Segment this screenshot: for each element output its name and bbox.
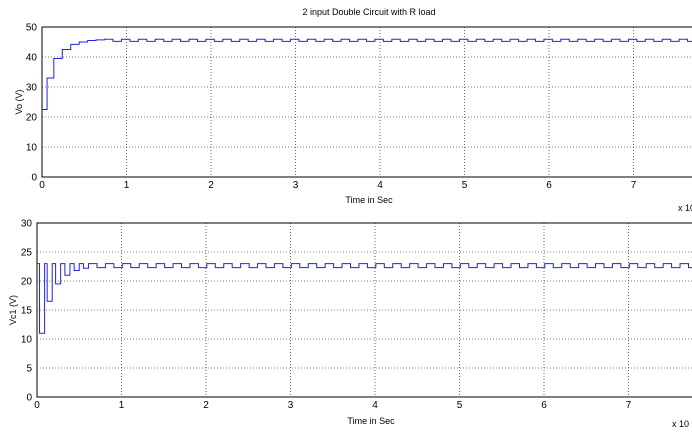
vc1-x-tick-label: 7 — [626, 400, 632, 411]
vc1-y-tick-label: 20 — [21, 277, 33, 288]
vo-x-multiplier: x 10 — [678, 203, 692, 213]
vc1-y-tick-label: 5 — [26, 364, 32, 375]
vc1-series-line — [37, 263, 692, 334]
vo-y-tick-label: 10 — [26, 143, 38, 154]
vc1-axis-ticks: 0 1 2 3 4 5 6 7 0 5 10 15 20 25 30 — [21, 219, 632, 412]
vo-y-tick-label: 30 — [26, 83, 38, 94]
vc1-series — [37, 263, 692, 334]
vo-x-tick-label: 1 — [124, 180, 130, 191]
vc1-x-tick-label: 0 — [34, 400, 40, 411]
vo-x-tick-label: 3 — [293, 180, 299, 191]
vo-y-tick-label: 0 — [31, 173, 37, 184]
vo-x-tick-label: 5 — [462, 180, 468, 191]
vo-plot-area — [41, 26, 692, 178]
vc1-y-tick-label: 25 — [21, 248, 33, 259]
vo-x-tick-label: 4 — [377, 180, 383, 191]
vo-x-tick-label: 6 — [546, 180, 552, 191]
vc1-y-axis-label: Vc1 (V) — [8, 295, 18, 325]
vo-series — [42, 38, 692, 110]
vo-y-tick-label: 20 — [26, 113, 38, 124]
vo-y-axis-label: Vo (V) — [14, 89, 24, 114]
vc1-x-tick-label: 1 — [119, 400, 125, 411]
vo-y-tick-label: 50 — [26, 23, 38, 34]
vo-x-tick-label: 7 — [631, 180, 637, 191]
vc1-x-axis-label: Time in Sec — [347, 416, 395, 426]
vo-x-axis-label: Time in Sec — [345, 195, 393, 205]
vo-grid — [42, 27, 692, 177]
vc1-x-tick-label: 4 — [372, 400, 378, 411]
vc1-y-tick-label: 30 — [21, 219, 33, 230]
vc1-x-tick-label: 6 — [541, 400, 547, 411]
vc1-y-tick-label: 15 — [21, 306, 33, 317]
vc1-x-multiplier: x 10 — [672, 419, 689, 429]
vc1-y-tick-label: 10 — [21, 335, 33, 346]
chart-title: 2 input Double Circuit with R load — [302, 7, 435, 17]
vc1-plot: 0 1 2 3 4 5 6 7 0 5 10 15 20 25 30 Vc1 (V) Time in Sec… — [8, 219, 692, 429]
vo-axis-ticks: 0 1 2 3 4 5 6 7 0 10 20 30 40 50 — [26, 23, 637, 192]
vo-y-tick-label: 40 — [26, 53, 38, 64]
vo-series-line — [42, 38, 692, 110]
vc1-grid — [37, 223, 692, 397]
vc1-x-tick-label: 5 — [457, 400, 463, 411]
vc1-x-tick-label: 3 — [288, 400, 294, 411]
vo-x-tick-label: 0 — [39, 180, 45, 191]
vc1-y-tick-label: 0 — [26, 393, 32, 404]
vc1-x-tick-label: 2 — [203, 400, 209, 411]
vo-plot: 0 1 2 3 4 5 6 7 0 10 20 30 40 50 Vo (V) Time in Sec x… — [14, 23, 692, 213]
vo-x-tick-label: 2 — [208, 180, 214, 191]
